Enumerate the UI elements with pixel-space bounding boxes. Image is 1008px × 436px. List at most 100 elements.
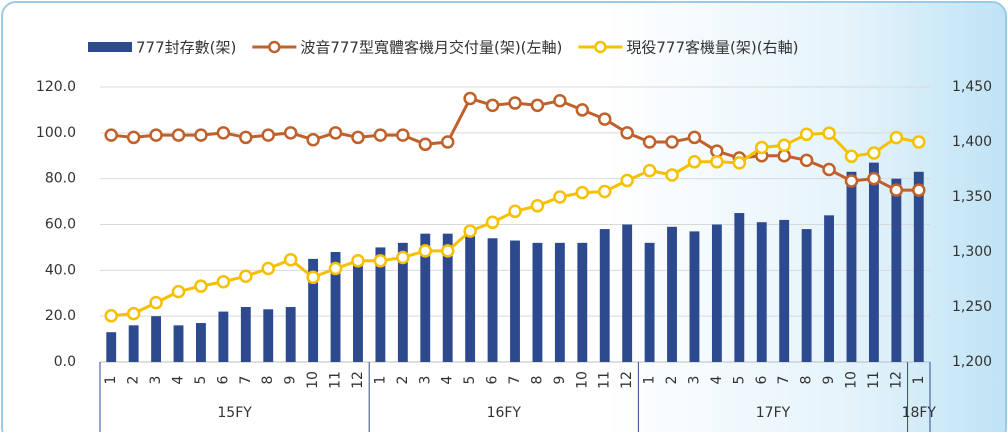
marker [799,127,814,142]
legend: 777封存數(架) 波音777型寬體客機月交付量(架)(左軸) 現役777客機量(架… [88,39,798,57]
legend-swatch [594,40,607,54]
bar [824,215,834,362]
x-tick-label: 10 [843,371,859,389]
bar [196,323,206,362]
marker [171,128,186,142]
marker [553,190,567,204]
marker [306,270,320,285]
bar [599,229,610,362]
legend-label: 777封存數(架) [136,39,236,57]
bar [689,231,700,362]
marker [104,128,118,142]
marker [463,224,477,238]
bar [667,226,677,362]
marker [373,128,388,142]
marker [216,274,231,289]
x-tick-label: 5 [731,376,747,385]
x-tick-label: 3 [417,376,433,385]
bar [577,242,588,362]
bar [442,233,453,362]
x-tick-label: 11 [597,371,613,389]
bar [173,325,184,362]
x-tick-label: 10 [305,371,321,389]
x-tick-label: 11 [866,371,882,389]
marker [553,94,567,108]
marker [171,284,186,299]
x-tick-label: 4 [440,375,456,384]
marker [194,279,208,293]
marker [328,261,343,276]
marker [104,309,118,323]
bar [510,240,520,362]
marker [912,135,926,149]
x-tick-label: 10 [574,371,590,389]
marker [867,171,881,186]
marker [620,126,634,140]
bar [308,258,319,362]
bar [846,171,857,362]
bar [151,316,162,362]
marker [485,98,500,113]
y2-tick-label: 1,300 [952,244,992,260]
x-tick-label: 7 [507,376,523,385]
bar [756,222,767,362]
marker [149,295,163,310]
bar [891,178,902,362]
marker [822,126,836,140]
marker [126,130,141,145]
marker [597,112,612,126]
marker [351,254,365,268]
x-tick-label: 7 [238,376,254,385]
y-tick-label: 100.0 [36,125,76,141]
marker [306,132,320,147]
marker [620,173,634,188]
bar [532,242,543,362]
legend-swatch [268,40,281,54]
y-tick-label: 80.0 [45,171,76,187]
marker [508,204,522,219]
marker [755,140,769,155]
marker [239,269,253,283]
y2-tick-label: 1,350 [952,189,992,205]
marker [396,250,410,265]
x-tick-label: 4 [171,375,187,384]
marker [485,215,500,230]
bar [554,242,565,362]
bar [330,252,341,362]
y-tick-label: 120.0 [36,79,76,95]
x-tick-label: 12 [619,371,635,389]
x-tick-label: 6 [485,375,501,384]
x-tick-label: 1 [911,376,927,385]
marker [418,137,433,152]
bar [106,332,117,362]
x-tick-label: 12 [350,371,366,389]
bar [397,242,408,362]
marker [575,103,590,117]
marker [687,155,702,169]
y-tick-label: 0.0 [54,354,76,370]
x-tick-label: 2 [126,376,142,385]
bar [218,311,229,362]
marker [665,135,679,149]
marker [642,163,657,178]
bar [240,307,251,362]
x-tick-label: 2 [395,376,411,385]
x-tick-label: 5 [193,376,209,385]
marker [396,128,410,142]
group-label: 15FY [217,405,252,421]
legend-swatch [88,42,132,52]
x-tick-label: 8 [260,376,276,385]
group-label: 17FY [756,405,791,421]
group-label: 16FY [487,405,522,421]
marker [777,138,791,153]
bar [420,233,431,362]
bar [644,242,655,362]
x-tick-label: 3 [686,376,702,385]
marker [799,153,814,168]
x-tick-label: 12 [888,371,904,389]
x-tick-label: 6 [754,375,770,384]
y2-tick-label: 1,250 [952,299,992,315]
bar [779,219,790,362]
legend-label: 波音777型寬體客機月交付量(架)(左軸) [300,39,562,57]
bar [353,261,363,362]
